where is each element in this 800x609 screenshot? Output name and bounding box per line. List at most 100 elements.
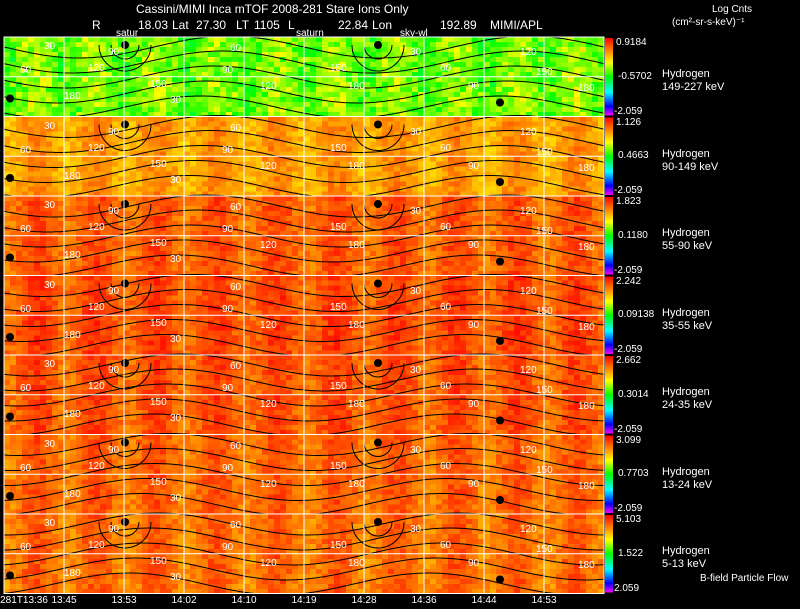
heatmap-cell bbox=[28, 241, 34, 246]
heatmap-cell bbox=[592, 166, 598, 172]
heatmap-cell bbox=[226, 196, 232, 201]
heatmap-cell bbox=[22, 266, 28, 271]
heatmap-cell bbox=[310, 271, 316, 276]
heatmap-cell bbox=[148, 266, 154, 271]
heatmap-cell bbox=[322, 171, 328, 177]
heatmap-cell bbox=[34, 221, 40, 226]
heatmap-cell bbox=[124, 275, 130, 281]
heatmap-cell bbox=[586, 171, 592, 177]
heatmap-cell bbox=[310, 82, 316, 87]
heatmap-cell bbox=[256, 271, 262, 276]
heatmap-cell bbox=[538, 47, 544, 52]
heatmap-cell bbox=[580, 156, 586, 162]
heatmap-cell bbox=[562, 221, 568, 226]
heatmap-cell bbox=[196, 216, 202, 221]
heatmap-cell bbox=[286, 42, 292, 47]
heatmap-cell bbox=[214, 82, 220, 87]
heatmap-cell bbox=[178, 266, 184, 271]
heatmap-cell bbox=[436, 246, 442, 251]
heatmap-cell bbox=[70, 116, 76, 122]
heatmap-cell bbox=[64, 42, 70, 47]
heatmap-cell bbox=[574, 166, 580, 172]
heatmap-cell bbox=[172, 57, 178, 62]
heatmap-cell bbox=[58, 261, 64, 266]
heatmap-cell bbox=[262, 126, 268, 132]
heatmap-cell bbox=[268, 77, 274, 82]
heatmap-cell bbox=[238, 126, 244, 132]
heatmap-cell bbox=[496, 275, 502, 281]
heatmap-cell bbox=[88, 226, 94, 231]
heatmap-cell bbox=[466, 151, 472, 157]
heatmap-cell bbox=[466, 42, 472, 47]
heatmap-cell bbox=[538, 241, 544, 246]
heatmap-cell bbox=[382, 87, 388, 92]
heatmap-cell bbox=[196, 201, 202, 206]
heatmap-cell bbox=[418, 271, 424, 276]
heatmap-cell bbox=[346, 266, 352, 271]
heatmap-cell bbox=[502, 151, 508, 157]
heatmap-cell bbox=[148, 77, 154, 82]
heatmap-cell bbox=[124, 211, 130, 216]
heatmap-cell bbox=[454, 52, 460, 57]
heatmap-cell bbox=[184, 231, 190, 236]
heatmap-cell bbox=[346, 121, 352, 127]
heatmap-cell bbox=[238, 196, 244, 201]
heatmap-cell bbox=[508, 87, 514, 92]
heatmap-cell bbox=[340, 77, 346, 82]
heatmap-cell bbox=[178, 102, 184, 107]
heatmap-cell bbox=[238, 246, 244, 251]
heatmap-cell bbox=[346, 146, 352, 152]
heatmap-cell bbox=[88, 171, 94, 177]
heatmap-cell bbox=[10, 201, 16, 206]
heatmap-cell bbox=[496, 131, 502, 137]
heatmap-cell bbox=[268, 156, 274, 162]
heatmap-cell bbox=[112, 97, 118, 102]
heatmap-cell bbox=[508, 211, 514, 216]
heatmap-cell bbox=[94, 256, 100, 261]
heatmap-cell bbox=[28, 191, 34, 197]
heatmap-cell bbox=[418, 201, 424, 206]
heatmap-cell bbox=[256, 92, 262, 97]
heatmap-cell bbox=[262, 246, 268, 251]
heatmap-cell bbox=[52, 266, 58, 271]
heatmap-cell bbox=[502, 136, 508, 142]
heatmap-cell bbox=[394, 196, 400, 201]
heatmap-cell bbox=[208, 275, 214, 281]
heatmap-cell bbox=[334, 72, 340, 77]
heatmap-cell bbox=[172, 112, 178, 117]
heatmap-cell bbox=[196, 112, 202, 117]
heatmap-cell bbox=[502, 126, 508, 132]
heatmap-cell bbox=[238, 52, 244, 57]
heatmap-cell bbox=[550, 102, 556, 107]
heatmap-cell bbox=[334, 77, 340, 82]
heatmap-cell bbox=[214, 196, 220, 201]
heatmap-cell bbox=[172, 211, 178, 216]
heatmap-cell bbox=[448, 231, 454, 236]
heatmap-cell bbox=[424, 37, 430, 42]
heatmap-cell bbox=[142, 151, 148, 157]
heatmap-cell bbox=[490, 126, 496, 132]
heatmap-cell bbox=[46, 211, 52, 216]
heatmap-cell bbox=[16, 42, 22, 47]
heatmap-cell bbox=[328, 102, 334, 107]
heatmap-cell bbox=[436, 171, 442, 177]
heatmap-cell bbox=[478, 97, 484, 102]
heatmap-cell bbox=[190, 126, 196, 132]
heatmap-cell bbox=[400, 275, 406, 281]
heatmap-cell bbox=[88, 47, 94, 52]
heatmap-cell bbox=[448, 131, 454, 137]
heatmap-cell bbox=[466, 62, 472, 67]
heatmap-cell bbox=[442, 266, 448, 271]
heatmap-cell bbox=[262, 181, 268, 187]
heatmap-cell bbox=[124, 191, 130, 197]
heatmap-cell bbox=[184, 156, 190, 162]
heatmap-cell bbox=[172, 72, 178, 77]
heatmap-cell bbox=[184, 151, 190, 157]
heatmap-cell bbox=[28, 146, 34, 152]
heatmap-cell bbox=[94, 156, 100, 162]
heatmap-cell bbox=[400, 251, 406, 256]
heatmap-cell bbox=[94, 275, 100, 281]
heatmap-cell bbox=[88, 275, 94, 281]
heatmap-cell bbox=[502, 97, 508, 102]
heatmap-cell bbox=[232, 256, 238, 261]
